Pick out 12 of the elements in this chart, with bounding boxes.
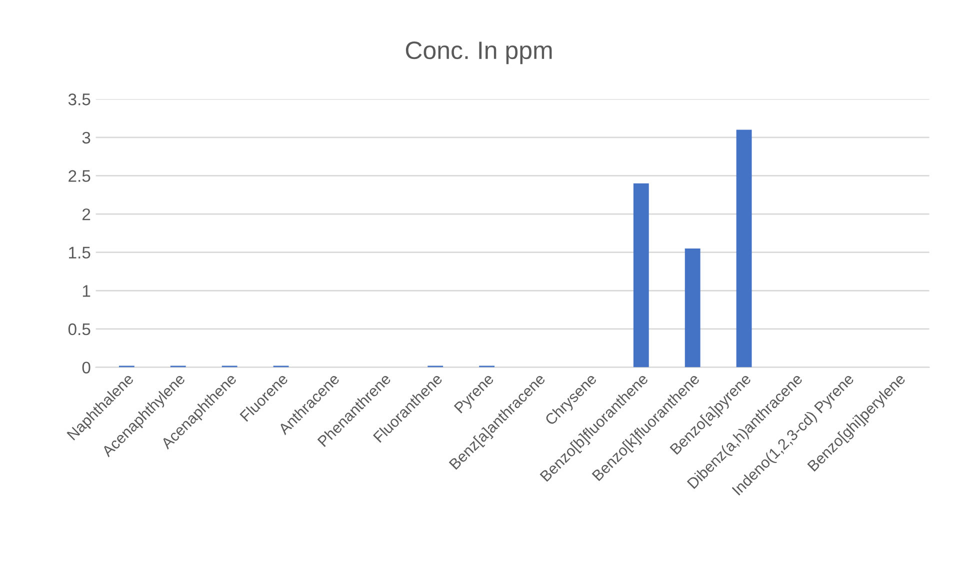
chart-title: Conc. In ppm — [406, 41, 552, 64]
y-tick-label: 3.5 — [68, 94, 90, 106]
y-tick-label: 2.5 — [68, 170, 90, 182]
bar — [684, 248, 700, 368]
y-tick-label: 0 — [82, 362, 90, 374]
y-tick-label: 0.5 — [68, 323, 90, 336]
y-tick-label: 2 — [82, 208, 90, 220]
y-tick-label: 3 — [82, 132, 90, 144]
y-tick-label: 1.5 — [69, 246, 90, 259]
bar — [736, 130, 752, 368]
bar — [633, 183, 649, 368]
y-tick-label: 1 — [82, 285, 90, 297]
